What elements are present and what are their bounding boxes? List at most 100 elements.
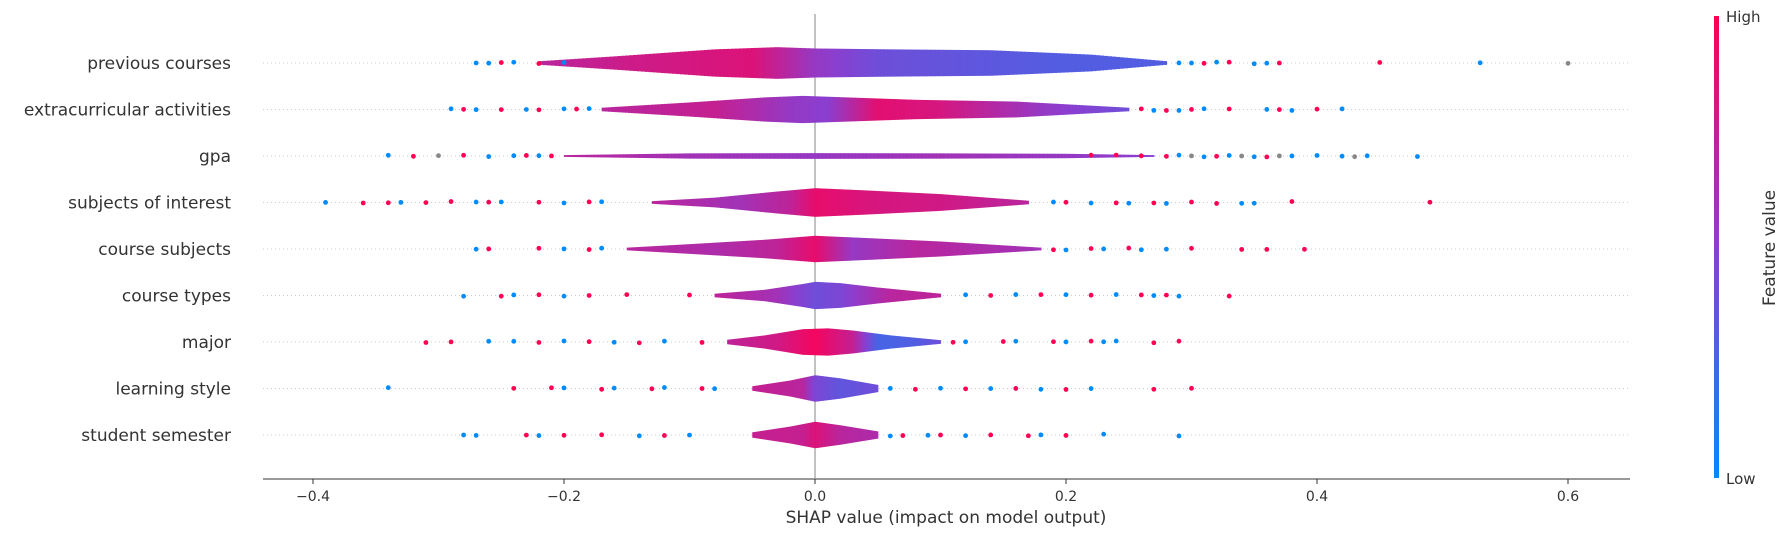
violin-slice [697,101,702,118]
violin-slice [687,51,693,75]
violin-slice [935,339,938,345]
violin-slice [812,375,815,402]
violin-slice [799,329,802,355]
violin-slice [942,241,946,257]
violin-slice [899,336,902,348]
violin-slice [837,189,841,216]
violin-slice [801,48,807,78]
violin-slice [895,153,901,159]
violin-slice [807,236,812,262]
violin-slice [864,238,869,260]
violin-slice [836,377,838,400]
shap-point [1088,386,1094,391]
violin-slice [729,339,732,345]
violin-slice [831,236,835,262]
violin-slice [731,292,734,299]
violin-slice [1108,106,1113,113]
violin-slice [857,237,861,261]
violin-slice [604,107,609,112]
shap-point [561,200,567,206]
shap-point [1264,106,1270,112]
violin-slice [777,382,779,395]
violin-slice [720,293,723,298]
violin-slice [928,153,934,159]
violin-slice [613,56,618,70]
violin-slice [663,200,667,205]
violin-slice [709,242,713,256]
violin-slice [841,425,844,445]
violin-slice [668,200,672,205]
violin-slice [1003,101,1008,118]
violin-slice [546,60,552,66]
violin-slice [846,237,850,261]
violin-slice [827,328,830,356]
violin-slice [883,238,887,260]
shap-point [636,433,642,439]
violin-slice [976,153,982,159]
violin-slice [867,383,869,394]
violin-slice [761,239,765,259]
violin-slice [792,96,797,123]
violin-slice [714,293,717,298]
violin-slice [869,430,871,440]
violin-slice [988,197,992,208]
violin-slice [733,153,738,159]
violin-slice [644,105,649,114]
shap-point [511,292,517,298]
violin-slice [826,282,829,309]
violin-slice [962,195,966,210]
violin-slice [618,106,623,113]
violin-slice [830,188,834,217]
violin-slice [699,50,705,76]
violin-slice [740,153,746,159]
violin-slice [836,236,840,262]
violin-slice [765,384,767,393]
violin-slice [787,380,789,397]
violin-slice [908,99,912,120]
violin-slice [903,192,907,213]
violin-slice [717,197,721,208]
violin-slice [764,430,767,440]
violin-slice [787,331,790,353]
violin-slice [962,50,967,76]
violin-slice [756,290,759,301]
violin-slice [815,421,818,449]
violin-slice [782,381,785,396]
violin-slice [1142,154,1148,158]
feature-label: learning style [115,380,231,400]
violin-slice [807,188,811,217]
violin-slice [822,96,827,123]
violin-slice [1029,102,1034,117]
violin-slice [768,429,771,441]
violin-slice [895,49,901,77]
violin-slice [767,383,770,394]
violin-slice [773,333,776,351]
violin-slice [810,376,812,401]
shap-point [938,385,943,391]
violin-slice [844,426,847,444]
violin-slice [758,290,761,301]
violin-slice [780,381,782,396]
violin-slice [804,423,807,447]
violin-slice [884,98,889,121]
violin-slice [967,100,972,119]
violin-slice [765,289,768,302]
violin-slice [693,102,698,117]
shap-point [1189,199,1194,205]
shap-point [436,153,441,159]
violin-slice [1043,103,1047,116]
violin-slice [797,237,801,261]
shap-point [624,292,630,298]
violin-slice [913,192,916,213]
violin-slice [935,49,940,77]
violin-slice [805,48,811,78]
violin-slice [950,242,954,256]
violin-slice [647,246,651,252]
violin-slice [1105,106,1110,113]
violin-slice [681,244,685,254]
shap-point [1477,60,1483,66]
violin-slice [947,242,951,256]
violin-slice [778,382,781,395]
violin-slice [748,153,753,159]
